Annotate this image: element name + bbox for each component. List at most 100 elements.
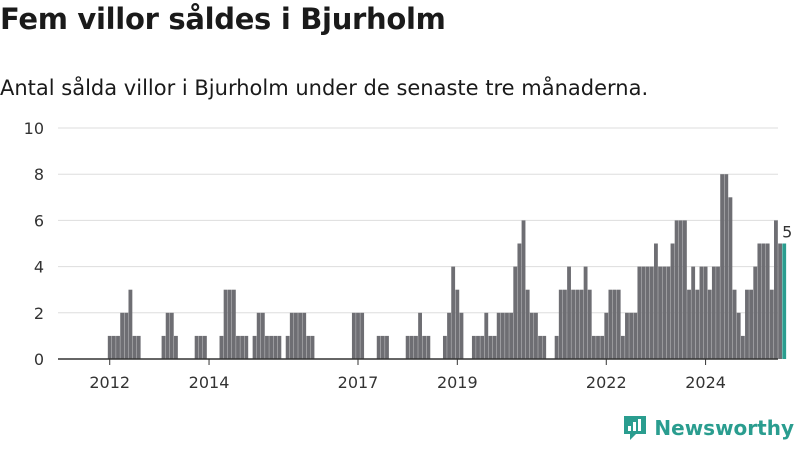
bar (600, 335, 605, 359)
bar (174, 335, 178, 359)
bar (587, 289, 592, 359)
y-tick-label: 8 (34, 165, 44, 184)
bar (198, 335, 203, 359)
bar (256, 312, 261, 359)
bar (169, 312, 174, 359)
bar (711, 266, 716, 359)
bar (749, 289, 754, 359)
bar (637, 266, 642, 359)
x-axis: 2012 2014 2017 2019 2022 2024 (58, 358, 778, 392)
bar (260, 312, 265, 359)
x-tick-label: 2017 (338, 373, 379, 392)
bar (414, 335, 418, 359)
y-grid: 0 2 4 6 8 10 (24, 119, 778, 369)
x-tick-label: 2014 (189, 373, 230, 392)
x-tick-label: 2012 (89, 373, 130, 392)
bar (633, 312, 638, 359)
bar (277, 335, 282, 359)
bar (612, 289, 617, 359)
bar (500, 312, 505, 359)
bar (376, 335, 381, 359)
bar (695, 289, 700, 359)
highlight-value-label: 5 (782, 223, 792, 242)
bar (471, 335, 476, 359)
bar (525, 289, 530, 359)
bar (761, 243, 766, 359)
y-tick-label: 10 (24, 119, 44, 138)
bar (227, 289, 232, 359)
y-tick-label: 2 (34, 304, 44, 323)
bar (306, 335, 311, 359)
bar (269, 335, 274, 359)
y-tick-label: 4 (34, 258, 44, 277)
bar (513, 266, 518, 359)
bar (385, 335, 389, 359)
bar (124, 312, 129, 359)
bar (567, 266, 571, 359)
bar (641, 266, 646, 359)
bar (285, 335, 290, 359)
bar (583, 266, 588, 359)
bar (678, 220, 683, 359)
bar (194, 335, 199, 359)
chart-title: Fem villor såldes i Bjurholm (0, 2, 446, 36)
bar (488, 335, 493, 359)
brand-name: Newsworthy (654, 416, 794, 440)
bar (496, 312, 501, 359)
bar (529, 312, 534, 359)
bar (645, 266, 650, 359)
bar (765, 243, 770, 359)
bar (128, 289, 133, 359)
bar (165, 312, 170, 359)
bar (629, 312, 634, 359)
bar (716, 266, 720, 359)
bar (447, 312, 451, 359)
bar (591, 335, 596, 359)
bar (604, 312, 609, 359)
bar (484, 312, 489, 359)
x-tick-label: 2019 (437, 373, 478, 392)
bar (521, 220, 526, 359)
bar (649, 266, 654, 359)
bar (418, 312, 422, 359)
newsworthy-logo-icon (624, 416, 647, 440)
chart-subtitle: Antal sålda villor i Bjurholm under de s… (0, 76, 649, 100)
bar (111, 335, 116, 359)
bar (476, 335, 480, 359)
bar (509, 312, 514, 359)
bar (687, 289, 691, 359)
bar (289, 312, 294, 359)
bar (745, 289, 749, 359)
bar (699, 266, 704, 359)
bar (728, 197, 733, 359)
bar (620, 335, 625, 359)
bar (562, 289, 567, 359)
bars (107, 174, 787, 359)
x-tick-label: 2024 (685, 373, 726, 392)
bar (674, 220, 679, 359)
bar (757, 243, 762, 359)
bar (666, 266, 671, 359)
x-tick-label: 2022 (586, 373, 627, 392)
bar (732, 289, 737, 359)
bar (132, 335, 137, 359)
bar (774, 220, 778, 359)
bar (579, 289, 584, 359)
bar (703, 266, 708, 359)
brand[interactable]: Newsworthy (622, 414, 794, 442)
bar (116, 335, 120, 359)
bar (426, 335, 431, 359)
bar (778, 243, 782, 359)
bar-highlight (782, 243, 787, 359)
bar (360, 312, 365, 359)
bar (265, 335, 269, 359)
bar (409, 335, 414, 359)
bar (405, 335, 410, 359)
bar (202, 335, 207, 359)
bar (120, 312, 125, 359)
bar (720, 174, 725, 359)
bar (302, 312, 307, 359)
bar (736, 312, 741, 359)
bar (442, 335, 447, 359)
y-tick-label: 6 (34, 211, 44, 230)
